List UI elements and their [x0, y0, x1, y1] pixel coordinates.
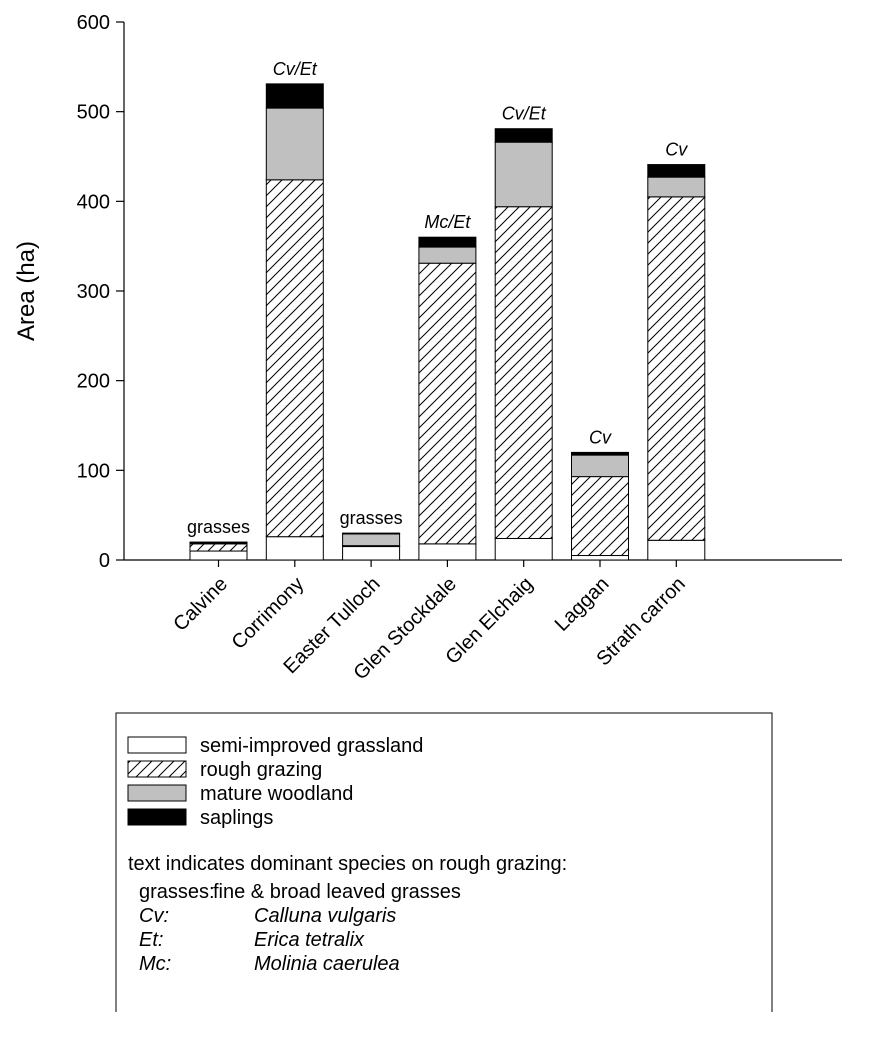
legend-entry: rough grazing — [200, 759, 322, 781]
bar-segment-saplings — [265, 83, 324, 109]
legend-note-text: Molinia caerulea — [254, 953, 400, 975]
bar-segment-mature-woodland — [494, 141, 553, 208]
bar-annotation: grasses — [340, 508, 403, 528]
legend-note-text: Erica tetralix — [254, 929, 365, 951]
legend-note-abbr: grasses: — [139, 881, 215, 903]
x-category-label: Laggan — [551, 573, 614, 636]
bar-annotation: Cv — [589, 427, 612, 447]
legend-note-text: Calluna vulgaris — [254, 905, 396, 927]
bar-segment-saplings — [342, 532, 401, 535]
bar-segment-rough-grazing — [571, 476, 629, 557]
y-tick-label: 300 — [77, 281, 110, 303]
bar-segment-mature-woodland — [342, 533, 401, 547]
bar-segment-saplings — [418, 236, 477, 248]
legend-swatch — [127, 808, 187, 826]
bar-segment-rough-grazing — [189, 543, 248, 552]
bar-segment-rough-grazing — [265, 179, 324, 538]
legend-swatch — [127, 784, 187, 802]
bar-annotation: Cv/Et — [502, 104, 547, 124]
legend-note-abbr: Et: — [139, 929, 163, 951]
bar-segment-rough-grazing — [647, 196, 706, 541]
bar-segment-semi-improved-grassland — [571, 555, 629, 561]
bar-segment-semi-improved-grassland — [265, 536, 324, 561]
legend-entry: mature woodland — [200, 783, 353, 805]
bar-segment-saplings — [647, 164, 706, 178]
bar-segment-saplings — [189, 541, 248, 544]
bar-segment-semi-improved-grassland — [647, 539, 706, 561]
bar-annotation: grasses — [187, 517, 250, 537]
bar-segment-rough-grazing — [418, 262, 477, 545]
y-tick-label: 500 — [77, 102, 110, 124]
bar-segment-mature-woodland — [647, 176, 706, 198]
y-tick-label: 400 — [77, 191, 110, 213]
bar-annotation: Cv/Et — [273, 59, 318, 79]
bar-segment-mature-woodland — [265, 107, 324, 181]
y-tick-label: 600 — [77, 12, 110, 34]
legend-entry: semi-improved grassland — [200, 735, 423, 757]
y-tick-label: 100 — [77, 460, 110, 482]
bar-annotation: Mc/Et — [424, 212, 471, 232]
bar-segment-mature-woodland — [571, 454, 629, 478]
bar-segment-rough-grazing — [494, 206, 553, 539]
x-category-label: Calvine — [169, 573, 232, 636]
y-axis-label: Area (ha) — [13, 241, 40, 341]
bar-segment-semi-improved-grassland — [189, 550, 248, 561]
legend-note-text: fine & broad leaved grasses — [213, 881, 461, 903]
bar-segment-saplings — [571, 451, 629, 456]
bar-segment-semi-improved-grassland — [342, 546, 401, 561]
x-category-label: Corrimony — [228, 573, 309, 654]
legend-note-abbr: Mc: — [139, 953, 171, 975]
bar-annotation: Cv — [665, 140, 688, 160]
legend-box — [115, 712, 773, 1012]
legend-entry: saplings — [200, 807, 273, 829]
legend-swatch — [127, 760, 187, 778]
y-tick-label: 200 — [77, 371, 110, 393]
y-tick-label: 0 — [99, 550, 110, 572]
bars — [189, 83, 706, 561]
legend-note-abbr: Cv: — [139, 905, 169, 927]
bar-segment-saplings — [494, 128, 553, 143]
bar-annotations: grasses Cv/Et grasses Mc/Et Cv/Et Cv Cv — [187, 59, 688, 537]
bar-segment-semi-improved-grassland — [494, 537, 553, 561]
legend-swatch — [127, 736, 187, 754]
axes: 0 100 200 300 400 500 600 — [77, 12, 842, 572]
bar-segment-mature-woodland — [418, 246, 477, 264]
legend-note-title: text indicates dominant species on rough… — [128, 853, 567, 875]
bar-segment-semi-improved-grassland — [418, 543, 477, 561]
